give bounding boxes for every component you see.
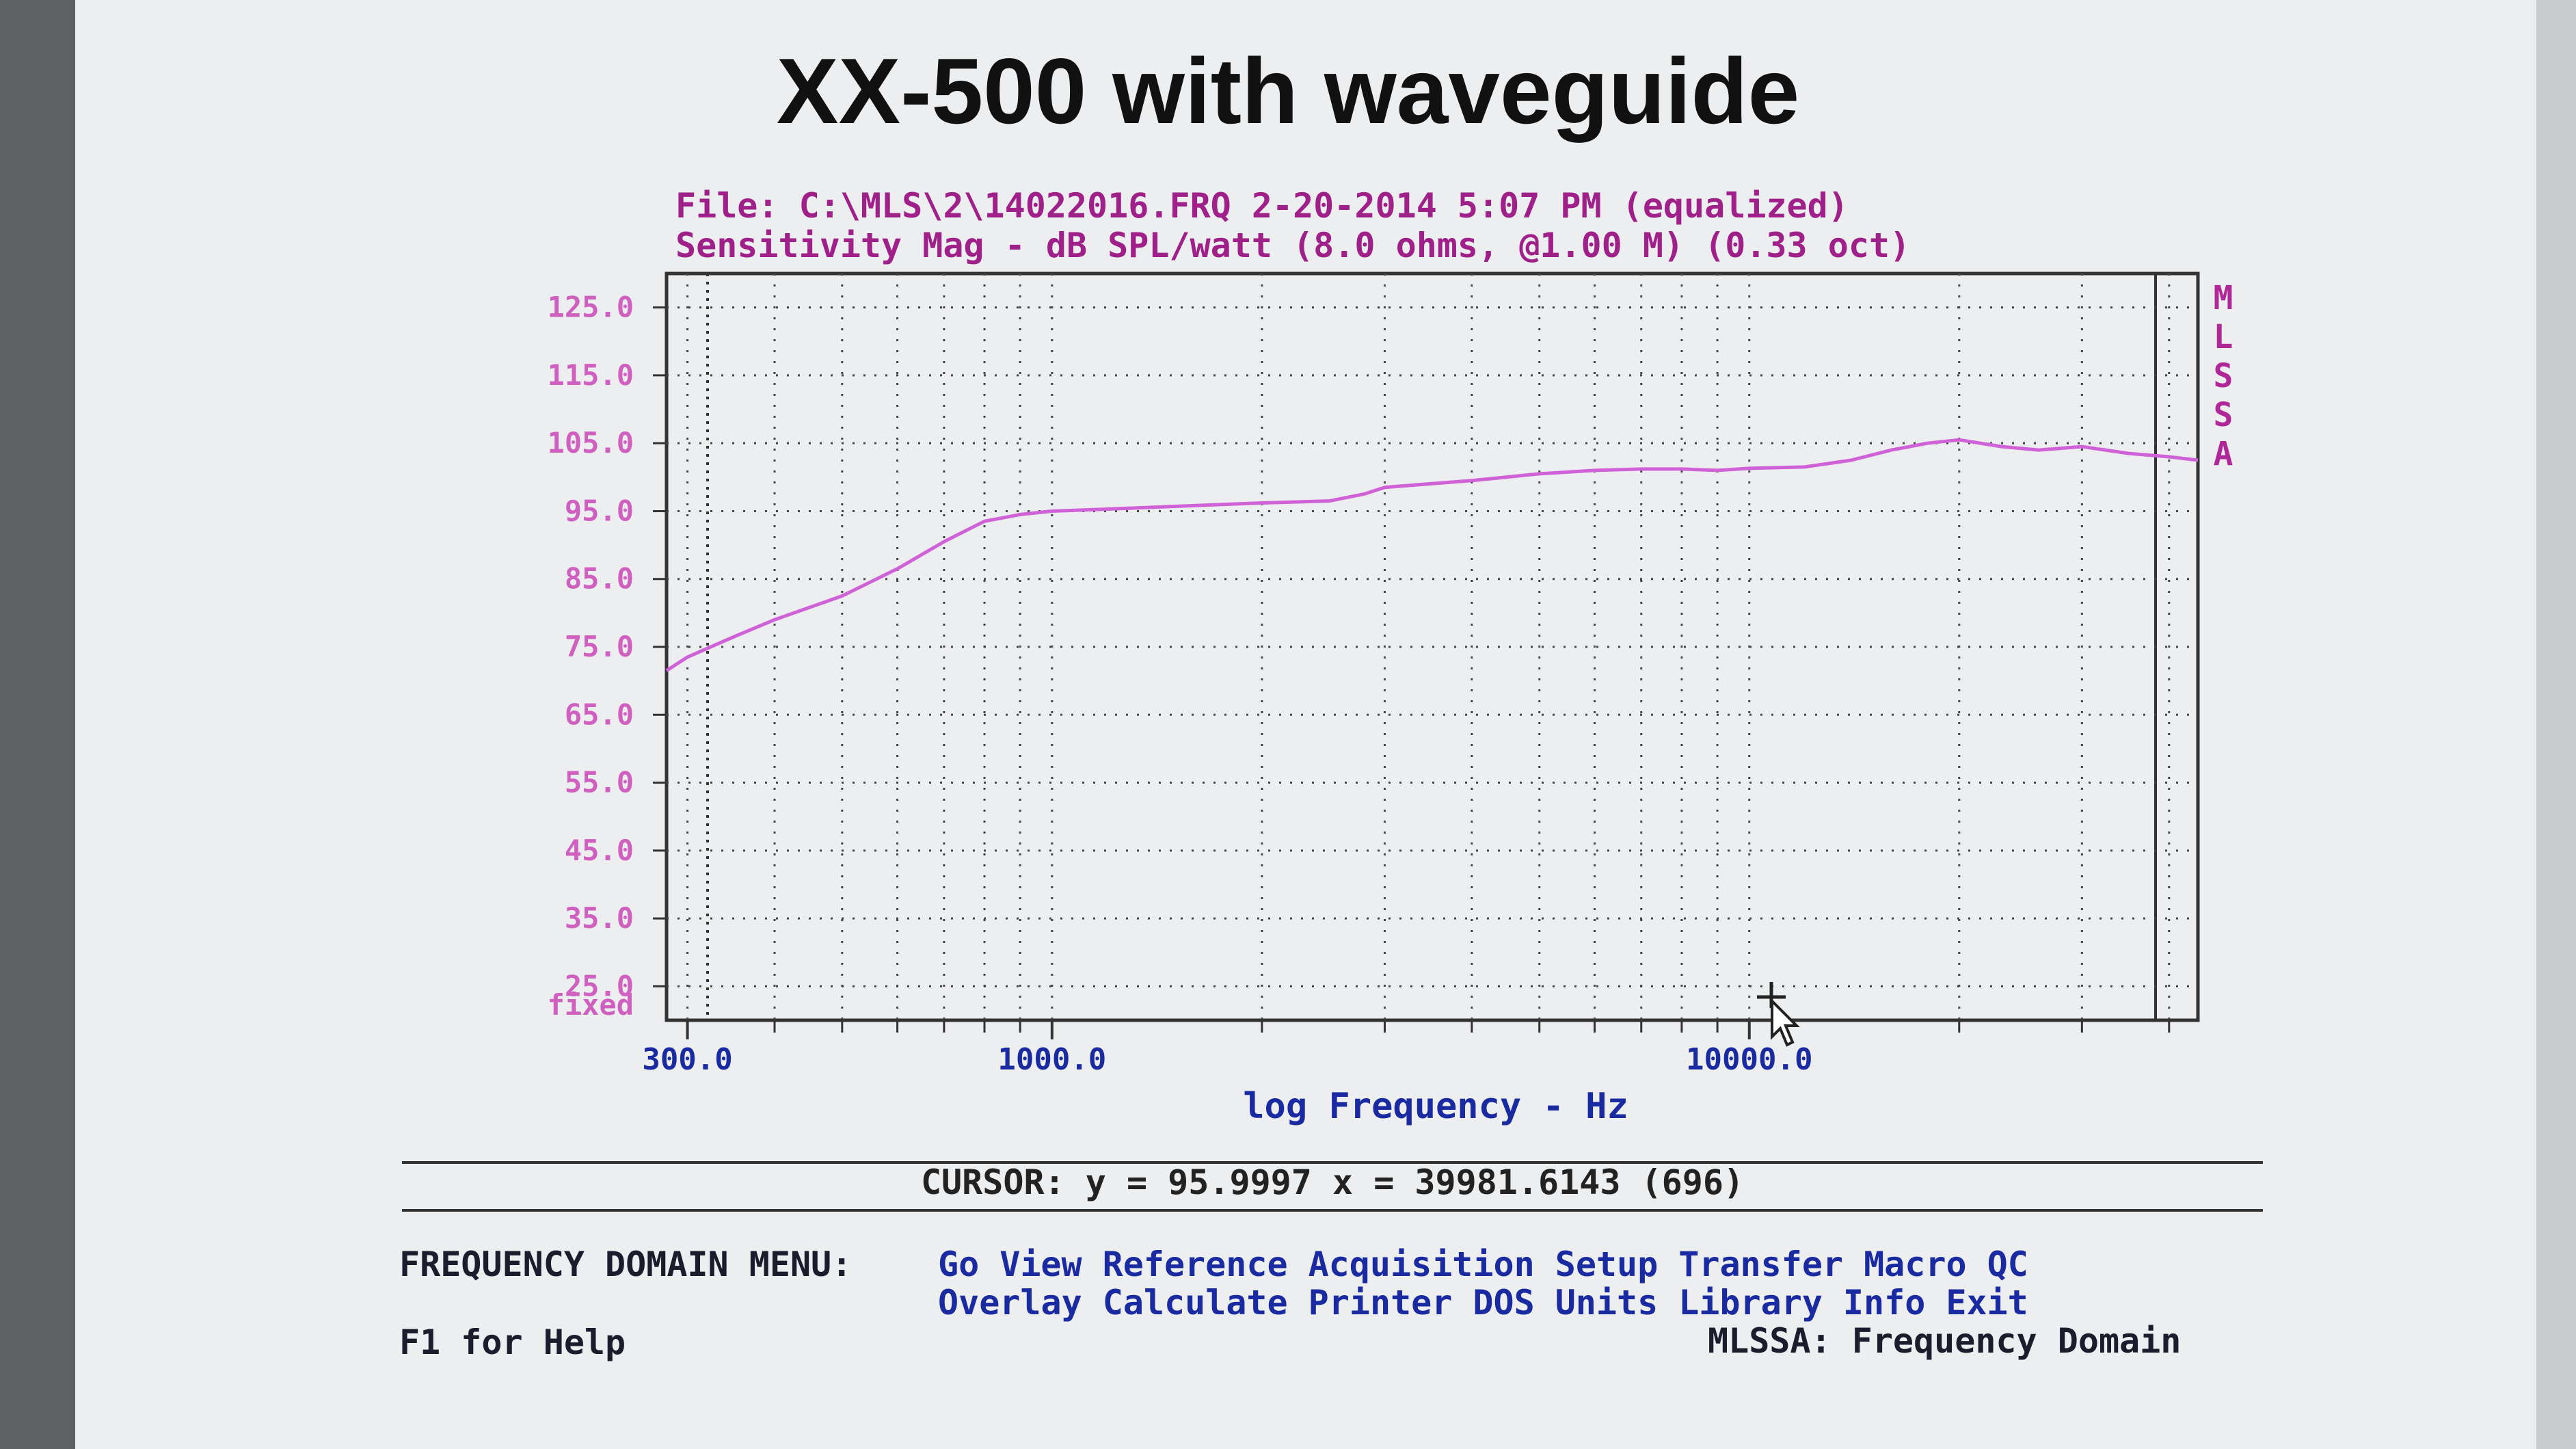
menu-item-acquisition[interactable]: Acquisition [1308,1245,1535,1284]
y-tick-label: 75.0 [565,630,634,663]
menu-row-1: Go View Reference Acquisition Setup Transfer M… [938,1245,2049,1284]
series-line [665,438,2199,672]
y-tick-label: 95.0 [565,494,634,527]
series-trace [665,438,2199,672]
menu-item-info[interactable]: Info [1842,1283,1926,1322]
x-tick-label: 10000.0 [1686,1042,1812,1077]
y-tick-label: 35.0 [565,901,634,935]
menu-item-qc[interactable]: QC [1987,1245,2028,1284]
file-info-line: File: C:\MLS\2\14022016.FRQ 2-20-2014 5:… [675,186,1849,226]
mlssa-side-label: MLSSA [2214,279,2233,473]
divider-top [402,1161,2263,1164]
menu-item-library[interactable]: Library [1678,1283,1823,1322]
cursor-readout: CURSOR: y = 95.9997 x = 39981.6143 (696) [920,1162,1745,1202]
y-tick-label: 105.0 [548,426,634,460]
menu-row-2: Overlay Calculate Printer DOS Units Library In… [938,1283,2049,1322]
monitor-bezel-right [2536,0,2576,1449]
x-axis-ticks: 300.0 1000.0 10000.0 [642,1020,1812,1077]
menu-item-transfer[interactable]: Transfer [1678,1245,1844,1284]
y-tick-label: 25.0 [565,969,634,1002]
x-tick-label: 300.0 [642,1042,732,1077]
y-scale-mode-label: fixed [548,988,634,1022]
y-tick-label: 115.0 [548,358,634,392]
menu-item-reference[interactable]: Reference [1102,1245,1288,1284]
menu-item-printer[interactable]: Printer [1308,1283,1453,1322]
status-text: MLSSA: Frequency Domain [1708,1321,2182,1361]
chart-title: XX-500 with waveguide [776,39,1800,143]
y-tick-label: 85.0 [565,562,634,596]
screen [75,0,2536,1449]
side-label-letter: S [2214,396,2233,434]
y-axis-ticks: 125.0 115.0 105.0 95.0 85.0 75.0 65.0 55.0 45.0 3… [548,291,667,1022]
divider-bottom [402,1209,2263,1212]
x-axis-label: log Frequency - Hz [1243,1086,1628,1127]
menu-label: FREQUENCY DOMAIN MENU: [399,1245,853,1284]
menu-item-units[interactable]: Units [1555,1283,1659,1322]
side-label-letter: S [2214,357,2233,395]
mouse-pointer-icon [1757,982,1800,1047]
y-tick-label: 125.0 [548,291,634,324]
monitor-bezel-left [0,0,75,1449]
side-label-letter: A [2214,435,2233,473]
menu-item-dos[interactable]: DOS [1473,1283,1535,1322]
measurement-info-line: Sensitivity Mag - dB SPL/watt (8.0 ohms,… [675,226,1911,265]
y-tick-label: 55.0 [565,766,634,799]
menu-item-overlay[interactable]: Overlay [938,1283,1082,1322]
side-label-letter: M [2214,279,2233,317]
plot-grid [667,274,2198,1033]
menu-item-calculate[interactable]: Calculate [1102,1283,1288,1322]
help-hint: F1 for Help [399,1322,626,1362]
menu-item-view[interactable]: View [999,1245,1082,1284]
y-tick-label: 45.0 [565,834,634,867]
menu-item-exit[interactable]: Exit [1946,1283,2028,1322]
x-tick-label: 1000.0 [997,1042,1106,1077]
menu-item-macro[interactable]: Macro [1864,1245,1967,1284]
menu-item-setup[interactable]: Setup [1555,1245,1659,1284]
y-tick-label: 65.0 [565,697,634,731]
side-label-letter: L [2214,318,2233,356]
menu-item-go[interactable]: Go [938,1245,980,1284]
